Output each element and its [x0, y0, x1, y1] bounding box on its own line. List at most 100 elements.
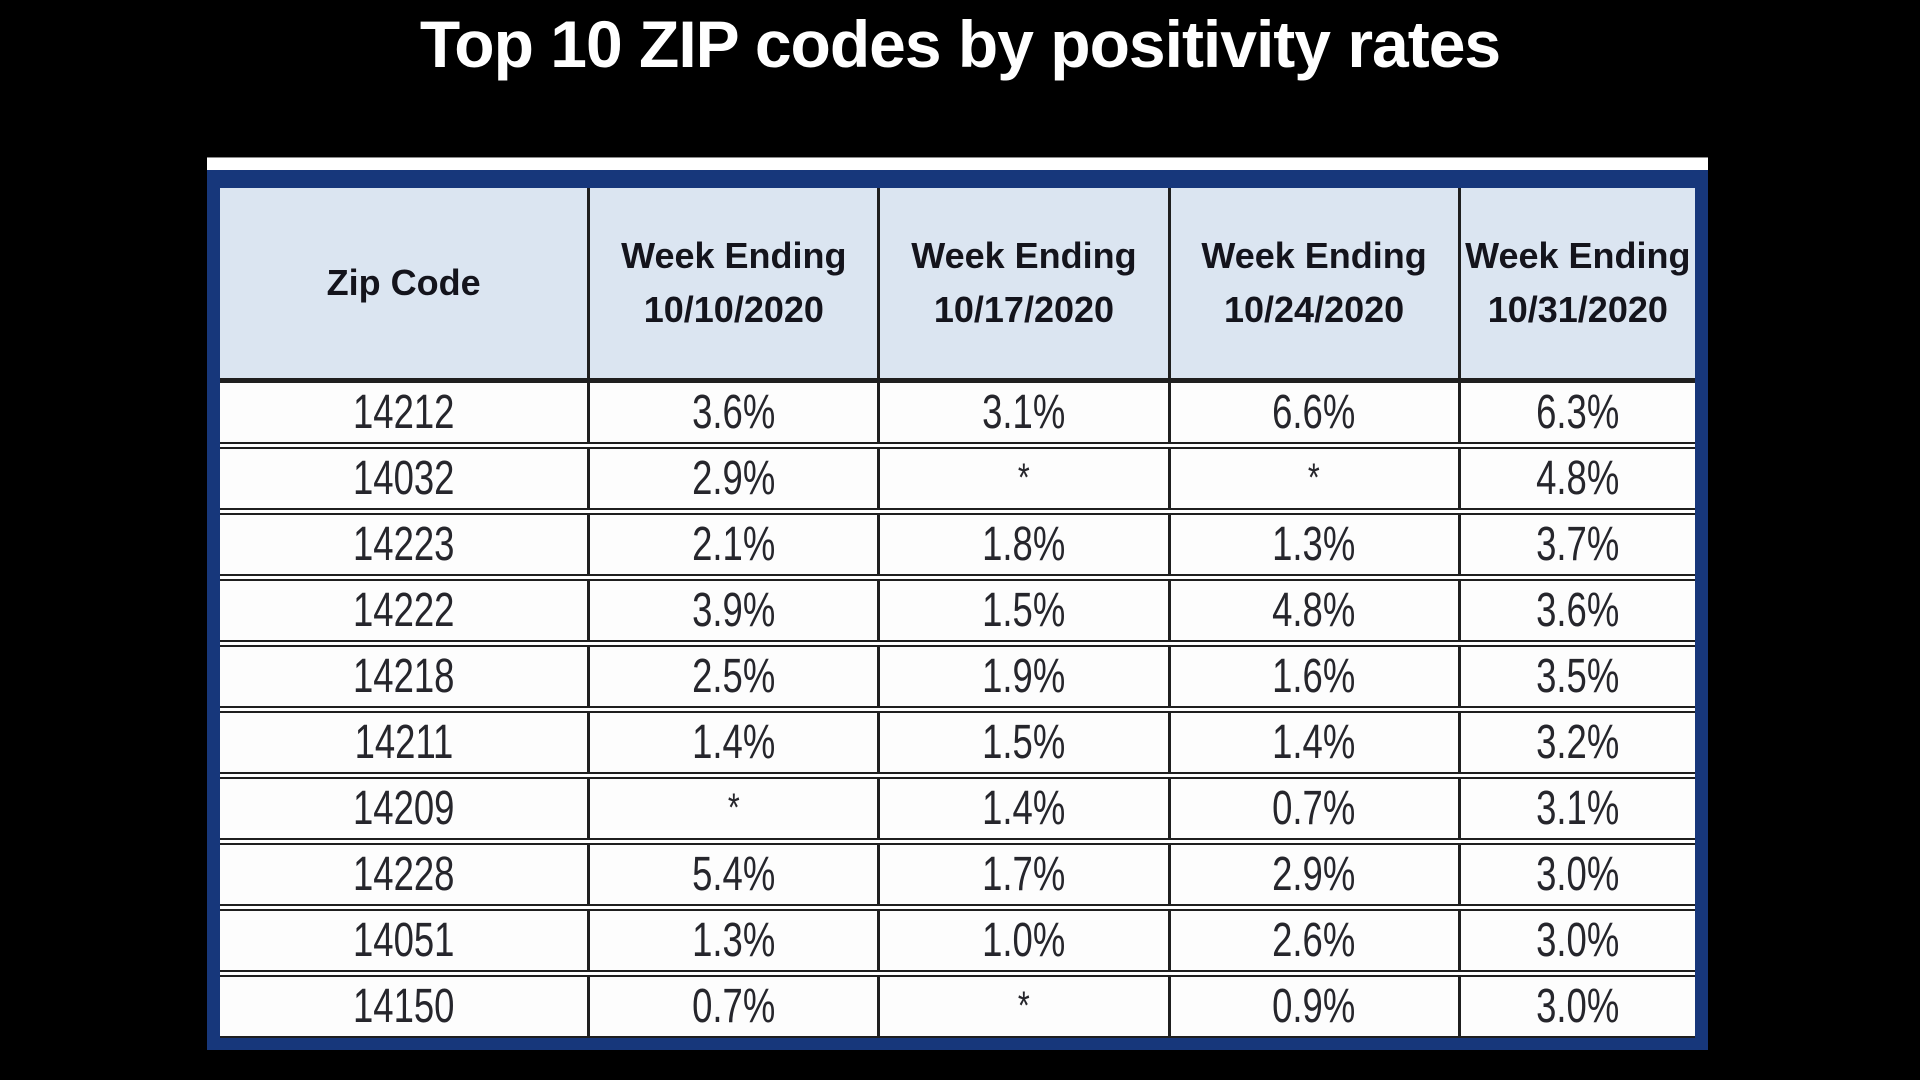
column-header-week-4: Week Ending 10/31/2020 [1457, 188, 1695, 378]
header-label: Week Ending [621, 235, 847, 276]
table-row: 14032 2.9% * * 4.8% [220, 447, 1695, 510]
positivity-value-cell: 0.7% [587, 977, 877, 1036]
cell-text: 3.6% [1536, 584, 1620, 637]
header-label: Week Ending [1465, 235, 1691, 276]
cell-text: * [1018, 456, 1030, 500]
zip-code-cell: 14222 [220, 581, 587, 640]
positivity-value-cell: 1.6% [1167, 647, 1458, 706]
cell-text: 2.9% [692, 452, 776, 505]
cell-text: 1.0% [982, 914, 1066, 967]
positivity-table: Zip Code Week Ending 10/10/2020 Week Ending… [207, 157, 1708, 1050]
zip-code-cell: 14223 [220, 515, 587, 574]
table-row: 14211 1.4% 1.5% 1.4% 3.2% [220, 711, 1695, 774]
table-row: 14150 0.7% * 0.9% 3.0% [220, 975, 1695, 1038]
positivity-value-cell: * [877, 977, 1167, 1036]
table-row: 14051 1.3% 1.0% 2.6% 3.0% [220, 909, 1695, 972]
positivity-value-cell: 1.9% [877, 647, 1167, 706]
positivity-value-cell: 1.4% [587, 713, 877, 772]
header-sublabel: 10/31/2020 [1487, 289, 1668, 330]
cell-text: 14212 [352, 386, 455, 439]
positivity-value-cell: 3.0% [1457, 845, 1695, 904]
positivity-value-cell: 3.6% [1457, 581, 1695, 640]
zip-code-cell: 14211 [220, 713, 587, 772]
cell-text: 14209 [352, 782, 455, 835]
cell-text: 1.4% [692, 716, 776, 769]
cell-text: 14228 [352, 848, 455, 901]
positivity-value-cell: * [1167, 449, 1458, 508]
table-frame: Zip Code Week Ending 10/10/2020 Week Ending… [207, 170, 1708, 1050]
positivity-value-cell: 3.0% [1457, 911, 1695, 970]
table-row: 14218 2.5% 1.9% 1.6% 3.5% [220, 645, 1695, 708]
table-row: 14223 2.1% 1.8% 1.3% 3.7% [220, 513, 1695, 576]
cell-text: 6.3% [1536, 386, 1620, 439]
positivity-value-cell: 6.6% [1167, 383, 1458, 442]
zip-code-cell: 14032 [220, 449, 587, 508]
column-header-zip-code: Zip Code [220, 188, 587, 378]
cell-text: 3.6% [692, 386, 776, 439]
positivity-value-cell: 1.4% [1167, 713, 1458, 772]
cell-text: 0.7% [692, 980, 776, 1033]
positivity-value-cell: 5.4% [587, 845, 877, 904]
positivity-value-cell: 2.6% [1167, 911, 1458, 970]
cell-text: 4.8% [1272, 584, 1356, 637]
positivity-value-cell: 3.2% [1457, 713, 1695, 772]
cell-text: 3.0% [1536, 980, 1620, 1033]
cell-text: 14051 [352, 914, 455, 967]
table-row: 14209 * 1.4% 0.7% 3.1% [220, 777, 1695, 840]
cell-text: 14150 [352, 980, 455, 1033]
cell-text: 3.9% [692, 584, 776, 637]
cell-text: 1.7% [982, 848, 1066, 901]
column-header-week-2: Week Ending 10/17/2020 [877, 188, 1167, 378]
positivity-value-cell: 3.5% [1457, 647, 1695, 706]
page-title: Top 10 ZIP codes by positivity rates [419, 7, 1501, 81]
positivity-value-cell: 4.8% [1167, 581, 1458, 640]
table-row: 14222 3.9% 1.5% 4.8% 3.6% [220, 579, 1695, 642]
cell-text: 1.3% [692, 914, 776, 967]
cell-text: 1.6% [1272, 650, 1356, 703]
header-sublabel: 10/24/2020 [1223, 289, 1405, 330]
positivity-value-cell: 2.5% [587, 647, 877, 706]
positivity-value-cell: 6.3% [1457, 383, 1695, 442]
positivity-value-cell: 4.8% [1457, 449, 1695, 508]
cell-text: 1.5% [982, 584, 1066, 637]
positivity-value-cell: 3.7% [1457, 515, 1695, 574]
cell-text: 14223 [352, 518, 455, 571]
zip-code-cell: 14212 [220, 383, 587, 442]
positivity-value-cell: 1.7% [877, 845, 1167, 904]
positivity-value-cell: 2.1% [587, 515, 877, 574]
column-header-week-1: Week Ending 10/10/2020 [587, 188, 877, 378]
cell-text: 2.1% [692, 518, 776, 571]
header-label: Week Ending [1201, 235, 1427, 276]
cell-text: 0.7% [1272, 782, 1356, 835]
cell-text: 3.2% [1536, 716, 1620, 769]
positivity-value-cell: 1.4% [877, 779, 1167, 838]
positivity-value-cell: 3.9% [587, 581, 877, 640]
cell-text: 0.9% [1272, 980, 1356, 1033]
cell-text: 1.3% [1272, 518, 1356, 571]
table-body: 14212 3.6% 3.1% 6.6% 6.3% 14032 2.9% * * 4.8% 1422… [220, 381, 1695, 1038]
positivity-value-cell: 2.9% [587, 449, 877, 508]
cell-text: 2.5% [692, 650, 776, 703]
cell-text: 14218 [352, 650, 455, 703]
positivity-value-cell: 1.0% [877, 911, 1167, 970]
cell-text: 3.1% [982, 386, 1066, 439]
table-header-row: Zip Code Week Ending 10/10/2020 Week Ending… [220, 188, 1695, 381]
positivity-value-cell: 3.0% [1457, 977, 1695, 1036]
zip-code-cell: 14150 [220, 977, 587, 1036]
positivity-value-cell: 1.8% [877, 515, 1167, 574]
zip-code-cell: 14209 [220, 779, 587, 838]
cell-text: 3.5% [1536, 650, 1620, 703]
cell-text: 3.1% [1536, 782, 1620, 835]
cell-text: 1.4% [1272, 716, 1356, 769]
positivity-value-cell: 1.5% [877, 581, 1167, 640]
table-top-strip [207, 157, 1708, 170]
positivity-value-cell: * [877, 449, 1167, 508]
zip-code-cell: 14218 [220, 647, 587, 706]
cell-text: 3.7% [1536, 518, 1620, 571]
cell-text: 4.8% [1536, 452, 1620, 505]
table-row: 14212 3.6% 3.1% 6.6% 6.3% [220, 381, 1695, 444]
table-row: 14228 5.4% 1.7% 2.9% 3.0% [220, 843, 1695, 906]
header-sublabel: 10/17/2020 [933, 289, 1115, 330]
cell-text: 1.8% [982, 518, 1066, 571]
